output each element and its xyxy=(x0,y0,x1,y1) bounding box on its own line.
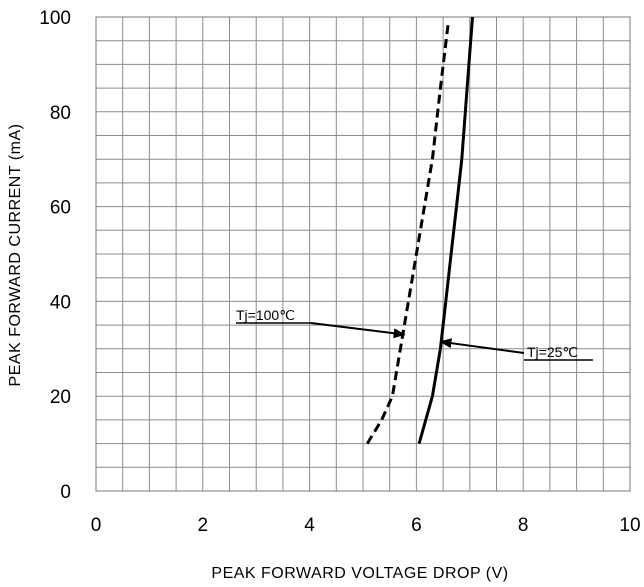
annotation-arrow xyxy=(310,322,406,339)
y-tick-label: 20 xyxy=(50,387,71,408)
y-tick-label: 60 xyxy=(50,198,71,219)
annotation-label: Tj=100℃ xyxy=(236,307,295,323)
x-tick-label: 6 xyxy=(411,515,422,536)
x-tick-label: 4 xyxy=(304,515,315,536)
plot-frame xyxy=(95,16,631,492)
annotation-label: Tj=25℃ xyxy=(527,344,578,360)
series-group xyxy=(366,16,474,445)
y-tick-label: 80 xyxy=(50,103,71,124)
x-tick-label: 8 xyxy=(518,515,529,536)
annotation-arrow xyxy=(439,338,525,354)
x-axis-title: PEAK FORWARD VOLTAGE DROP (V) xyxy=(211,565,508,582)
annotation-group: Tj=100℃ Tj=25℃ xyxy=(236,307,593,361)
y-tick-label: 0 xyxy=(60,482,71,503)
x-tick-label: 10 xyxy=(619,515,640,536)
x-tick-label: 2 xyxy=(198,515,209,536)
series-line-dashed xyxy=(366,21,450,445)
y-tick-label: 100 xyxy=(39,8,71,29)
y-tick-label: 40 xyxy=(50,292,71,313)
grid xyxy=(95,16,631,492)
y-axis-title: PEAK FORWARD CURRENT (mA) xyxy=(7,124,24,387)
x-tick-label: 0 xyxy=(91,515,102,536)
series-line-solid xyxy=(417,16,474,445)
